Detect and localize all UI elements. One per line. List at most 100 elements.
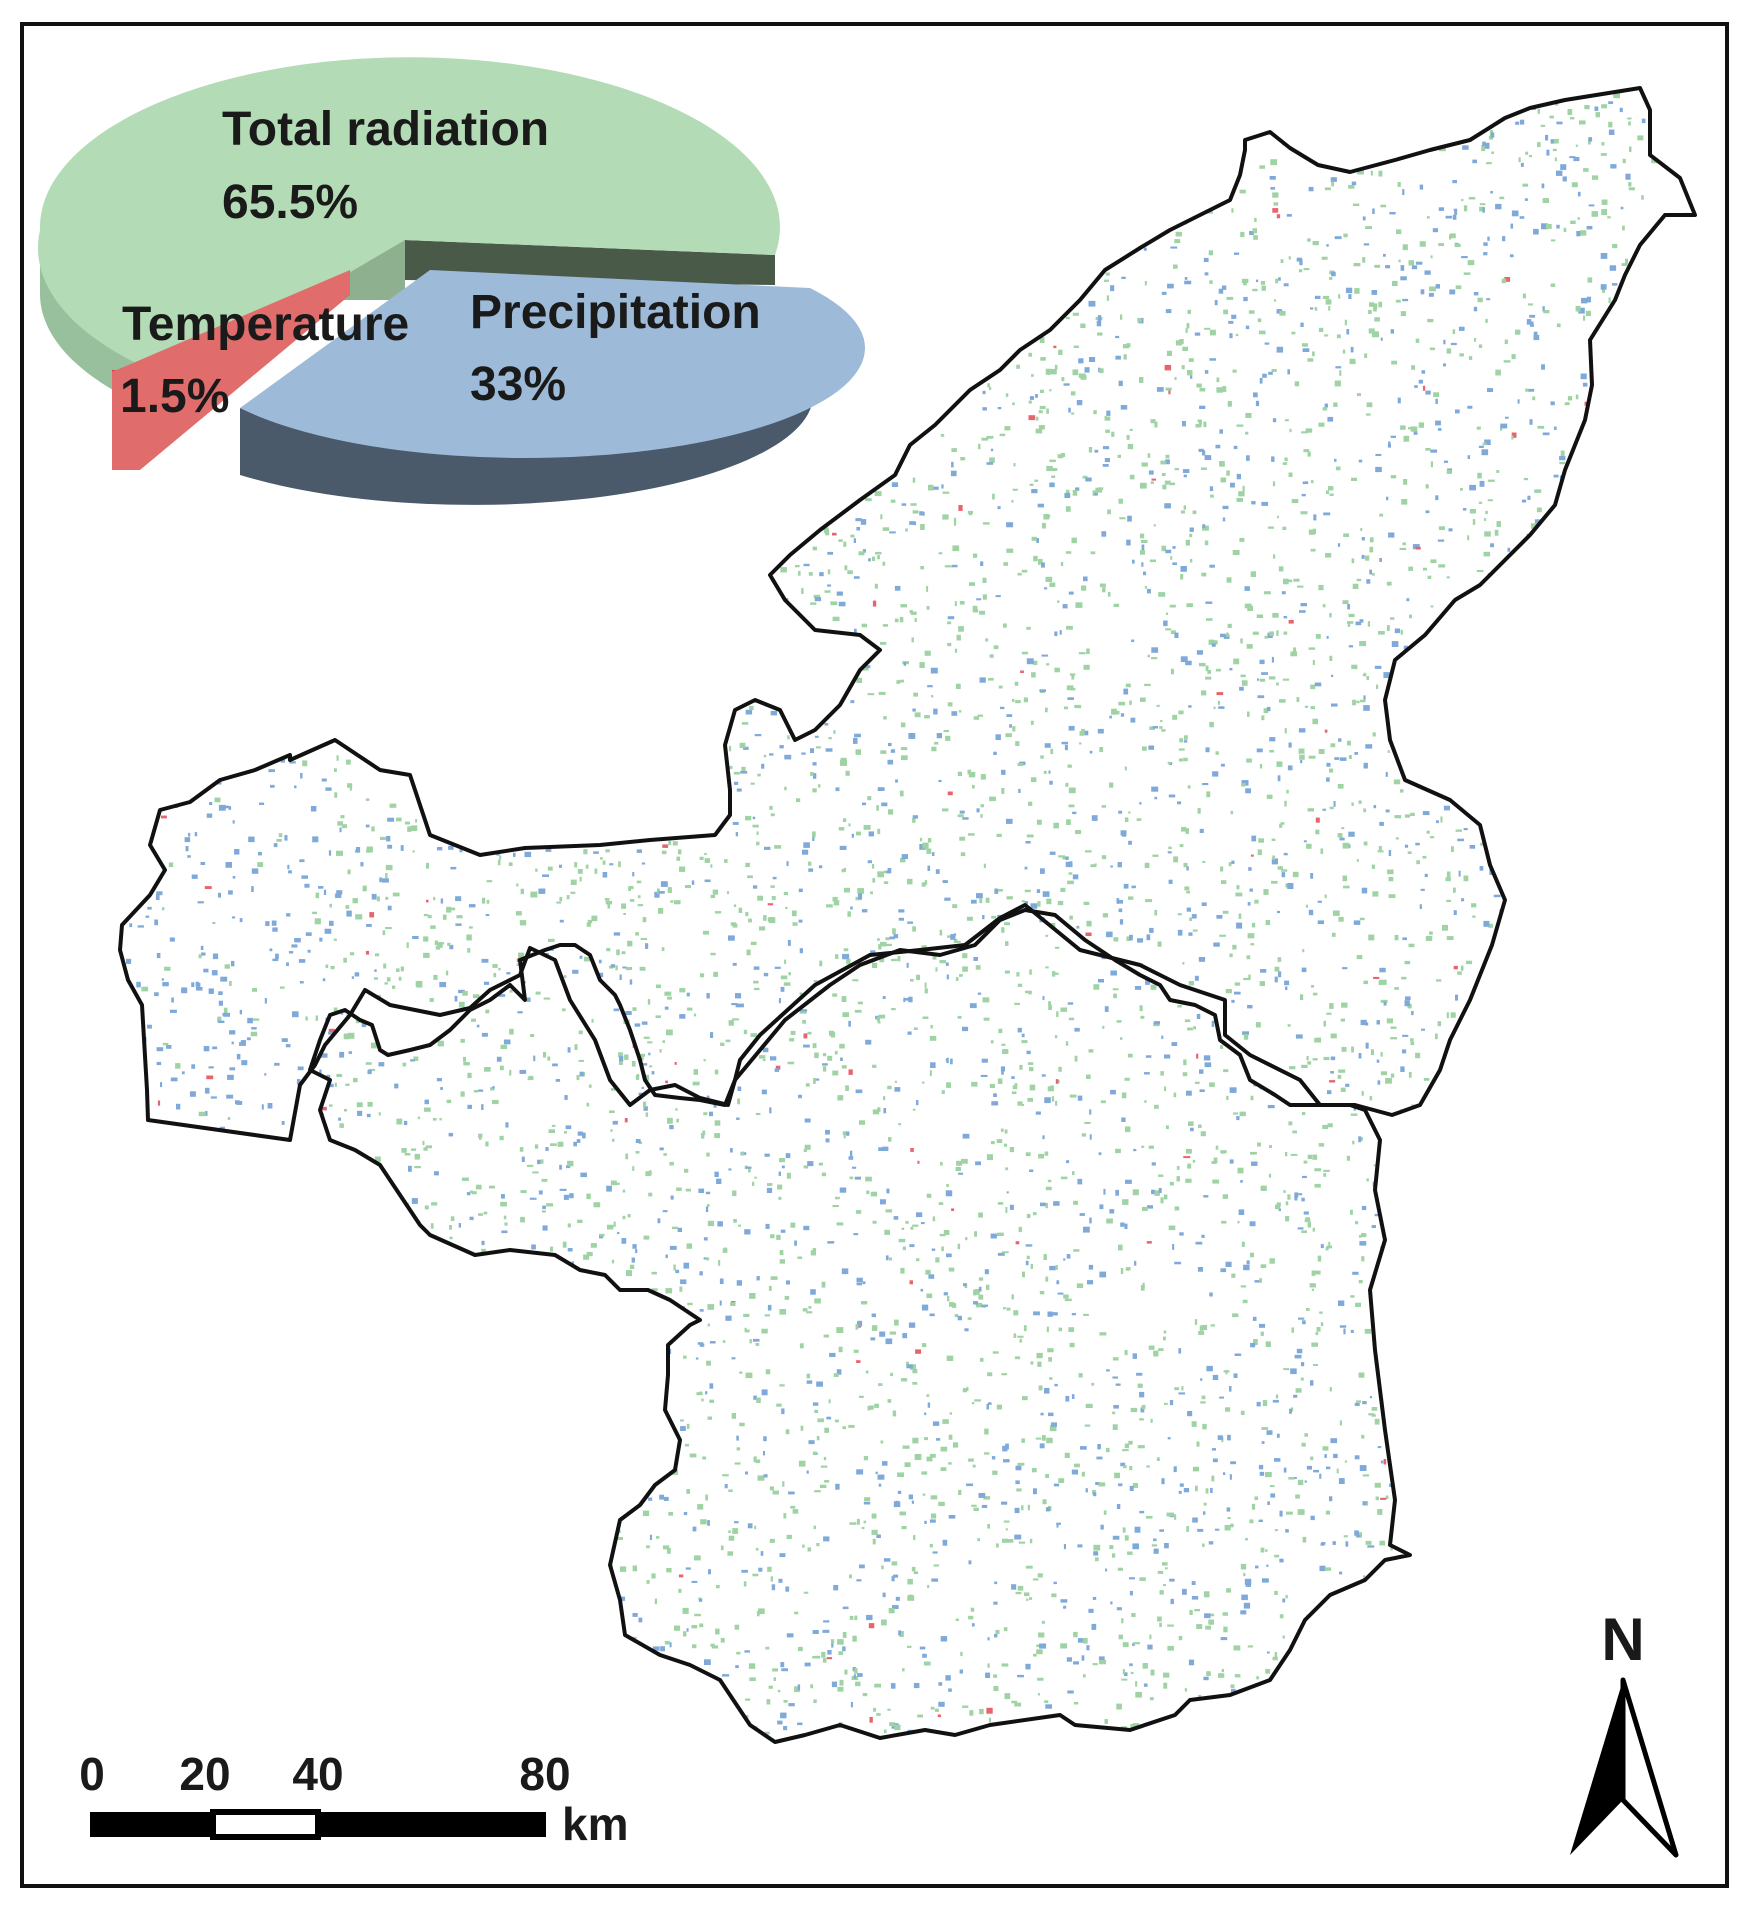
raster-pixel bbox=[1435, 1033, 1438, 1040]
raster-pixel bbox=[140, 1469, 144, 1474]
raster-pixel bbox=[1158, 592, 1166, 597]
raster-pixel bbox=[1467, 1423, 1474, 1428]
raster-pixel bbox=[1466, 736, 1474, 739]
raster-pixel bbox=[1385, 809, 1390, 813]
raster-pixel bbox=[280, 986, 285, 989]
raster-pixel bbox=[319, 734, 323, 739]
raster-pixel bbox=[1536, 1532, 1540, 1536]
raster-pixel bbox=[798, 571, 801, 576]
raster-pixel bbox=[886, 1188, 890, 1194]
raster-pixel bbox=[121, 1118, 129, 1121]
raster-pixel bbox=[609, 722, 614, 725]
raster-pixel bbox=[656, 726, 660, 730]
raster-pixel bbox=[555, 809, 558, 815]
raster-pixel bbox=[1134, 1260, 1137, 1266]
raster-pixel bbox=[1367, 621, 1371, 627]
raster-pixel bbox=[753, 980, 759, 984]
raster-pixel bbox=[178, 588, 185, 593]
raster-pixel bbox=[661, 1332, 668, 1339]
raster-pixel bbox=[1669, 766, 1672, 771]
raster-pixel bbox=[1592, 616, 1596, 622]
raster-pixel bbox=[115, 1219, 120, 1222]
raster-pixel bbox=[854, 1738, 861, 1742]
raster-pixel bbox=[1371, 1744, 1373, 1748]
raster-pixel bbox=[754, 734, 762, 737]
raster-pixel bbox=[548, 1327, 553, 1332]
raster-pixel bbox=[1141, 544, 1145, 551]
raster-pixel bbox=[672, 1226, 678, 1230]
raster-pixel bbox=[315, 892, 320, 899]
raster-pixel bbox=[931, 1578, 939, 1582]
raster-pixel bbox=[692, 1644, 697, 1649]
raster-pixel bbox=[1620, 444, 1626, 448]
raster-pixel bbox=[640, 1650, 645, 1655]
raster-pixel bbox=[547, 1412, 554, 1417]
raster-pixel bbox=[853, 1233, 859, 1236]
raster-pixel bbox=[1464, 800, 1469, 806]
raster-pixel bbox=[1208, 639, 1215, 645]
raster-pixel bbox=[284, 1556, 291, 1561]
raster-pixel bbox=[126, 958, 132, 964]
raster-pixel bbox=[608, 583, 611, 587]
raster-pixel bbox=[1307, 808, 1314, 812]
raster-pixel bbox=[142, 1365, 147, 1371]
raster-pixel bbox=[870, 1191, 878, 1197]
raster-pixel bbox=[1006, 253, 1011, 259]
raster-pixel bbox=[903, 423, 908, 428]
raster-pixel bbox=[923, 1661, 931, 1666]
raster-pixel bbox=[1668, 919, 1675, 925]
raster-pixel bbox=[542, 1205, 546, 1210]
raster-pixel bbox=[761, 566, 769, 573]
raster-pixel bbox=[647, 1041, 653, 1044]
raster-pixel bbox=[1121, 1678, 1128, 1681]
raster-pixel bbox=[843, 948, 849, 952]
raster-pixel bbox=[856, 831, 861, 836]
raster-pixel bbox=[761, 469, 765, 475]
raster-pixel bbox=[969, 582, 975, 586]
raster-pixel bbox=[1694, 1473, 1695, 1476]
raster-pixel bbox=[305, 1090, 311, 1095]
raster-pixel bbox=[1060, 1007, 1068, 1012]
raster-pixel bbox=[995, 595, 1001, 598]
raster-pixel bbox=[1571, 1493, 1578, 1498]
raster-pixel bbox=[1311, 985, 1314, 988]
raster-pixel bbox=[516, 883, 519, 887]
raster-pixel bbox=[424, 586, 428, 591]
raster-pixel bbox=[1069, 915, 1073, 920]
raster-pixel bbox=[296, 1349, 301, 1354]
raster-pixel bbox=[339, 1051, 345, 1058]
raster-pixel bbox=[1408, 566, 1413, 571]
raster-pixel bbox=[1484, 142, 1490, 149]
raster-pixel bbox=[947, 1295, 950, 1302]
raster-pixel bbox=[1079, 742, 1082, 745]
raster-pixel bbox=[1562, 1500, 1567, 1504]
raster-pixel bbox=[498, 1348, 505, 1351]
raster-pixel bbox=[1078, 652, 1086, 655]
raster-pixel bbox=[436, 1438, 443, 1442]
raster-pixel bbox=[1088, 447, 1093, 453]
raster-pixel bbox=[1202, 450, 1206, 456]
raster-pixel bbox=[921, 945, 927, 949]
raster-pixel bbox=[1484, 531, 1491, 537]
raster-pixel bbox=[741, 124, 747, 129]
raster-pixel bbox=[330, 1437, 333, 1443]
raster-pixel bbox=[624, 1431, 630, 1437]
raster-pixel bbox=[916, 189, 921, 195]
raster-pixel bbox=[1001, 927, 1005, 933]
raster-pixel bbox=[392, 636, 399, 641]
raster-pixel bbox=[756, 841, 760, 846]
raster-pixel bbox=[714, 807, 721, 813]
raster-pixel bbox=[880, 641, 887, 645]
raster-pixel bbox=[1285, 986, 1288, 990]
raster-pixel bbox=[1606, 455, 1613, 461]
raster-pixel bbox=[1322, 407, 1328, 411]
raster-pixel bbox=[1616, 656, 1623, 661]
raster-pixel bbox=[996, 1232, 1004, 1236]
raster-pixel bbox=[1489, 751, 1492, 756]
raster-pixel bbox=[389, 603, 396, 607]
raster-pixel bbox=[1250, 1342, 1256, 1348]
raster-pixel bbox=[1136, 1372, 1143, 1376]
raster-pixel bbox=[1092, 1596, 1097, 1600]
raster-pixel bbox=[1156, 1457, 1160, 1461]
raster-pixel bbox=[913, 1571, 919, 1575]
